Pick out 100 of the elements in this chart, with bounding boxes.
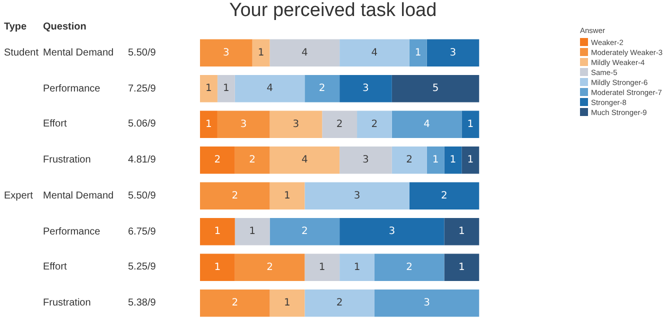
y-tick-label: Effort xyxy=(43,118,67,130)
bar xyxy=(374,290,480,317)
bar xyxy=(374,254,444,281)
bar xyxy=(340,146,392,174)
data-label: 2 xyxy=(441,190,448,202)
text: Type xyxy=(4,22,27,32)
bar xyxy=(462,110,480,138)
data-label: 1 xyxy=(458,226,465,238)
text: 6.75/9 xyxy=(128,226,156,238)
data-label: 1 xyxy=(458,262,465,273)
data-label: 1 xyxy=(318,262,326,273)
bar xyxy=(304,75,340,102)
bar xyxy=(234,146,270,174)
data-label: 3 xyxy=(424,298,430,309)
data-label: 1 xyxy=(284,190,290,202)
y-tick-label: Mental Demand xyxy=(43,190,114,202)
bar xyxy=(200,110,218,138)
data-label: 1 xyxy=(450,154,456,166)
bar xyxy=(444,218,480,246)
data-label: 1 xyxy=(354,262,360,273)
text: 5.50/9 xyxy=(128,190,156,202)
data-label: 2 xyxy=(406,262,413,273)
bar xyxy=(340,39,410,66)
y-tick-label: Frustration xyxy=(43,154,91,166)
data-label: 1 xyxy=(214,226,221,238)
bar xyxy=(304,254,340,281)
data-label: 2 xyxy=(336,298,343,309)
data-label: 2 xyxy=(336,118,343,130)
data-label: 1 xyxy=(432,154,439,166)
bar xyxy=(200,290,270,317)
bar xyxy=(234,254,305,281)
text: 5.38/9 xyxy=(128,298,156,309)
text: 5.50/9 xyxy=(128,47,156,58)
text: Expert xyxy=(4,190,33,202)
data-label: 2 xyxy=(232,298,238,309)
bar xyxy=(234,218,270,246)
data-label: 3 xyxy=(354,190,360,202)
data-label: 3 xyxy=(388,226,396,238)
bar xyxy=(200,182,270,210)
bar xyxy=(200,39,252,66)
y-tick-label: Performance xyxy=(43,226,100,238)
bar xyxy=(217,110,270,138)
bar xyxy=(270,290,305,317)
bar xyxy=(462,146,480,174)
bar xyxy=(200,75,218,102)
bar xyxy=(322,110,358,138)
bar xyxy=(392,110,462,138)
data-label: 4 xyxy=(266,83,273,94)
data-label: 5 xyxy=(432,83,439,94)
y-tick-label: Frustration xyxy=(43,298,91,309)
text: 7.25/9 xyxy=(128,83,156,94)
data-label: 2 xyxy=(266,262,273,273)
bar xyxy=(426,39,480,66)
bar xyxy=(304,290,374,317)
data-label: 4 xyxy=(301,47,308,58)
chart-title: Your perceived task load xyxy=(228,0,438,22)
data-label: 1 xyxy=(414,47,422,58)
bar xyxy=(304,182,410,210)
data-label: 2 xyxy=(232,190,238,202)
data-label: 1 xyxy=(258,47,264,58)
text: 5.25/9 xyxy=(128,262,156,273)
data-label: 2 xyxy=(318,83,326,94)
bar xyxy=(409,39,427,66)
data-label: 1 xyxy=(284,298,290,309)
bar xyxy=(357,110,392,138)
bar xyxy=(340,75,392,102)
data-label: 3 xyxy=(292,118,300,130)
data-label: 3 xyxy=(362,154,369,166)
bar xyxy=(270,110,322,138)
y-tick-label: Mental Demand xyxy=(43,47,114,58)
text: Question xyxy=(43,22,86,32)
data-label: 1 xyxy=(206,83,212,94)
data-label: 1 xyxy=(249,226,256,238)
bar xyxy=(426,146,444,174)
bar xyxy=(270,182,305,210)
bar xyxy=(252,39,270,66)
data-label: 1 xyxy=(206,118,212,130)
data-label: 1 xyxy=(214,262,221,273)
data-label: 3 xyxy=(240,118,247,130)
data-label: 4 xyxy=(301,154,308,166)
bar xyxy=(444,146,462,174)
bar xyxy=(340,218,444,246)
bar xyxy=(392,75,480,102)
text: 4.81/9 xyxy=(128,154,156,166)
text: Student xyxy=(4,47,38,58)
data-label: 2 xyxy=(371,118,378,130)
bar xyxy=(444,254,480,281)
data-label: 4 xyxy=(371,47,378,58)
y-tick-label: Performance xyxy=(43,83,100,94)
bar xyxy=(340,254,374,281)
bar xyxy=(270,218,340,246)
data-label: 2 xyxy=(301,226,308,238)
bar xyxy=(234,75,305,102)
data-label: 2 xyxy=(249,154,256,166)
data-label: 1 xyxy=(467,154,474,166)
data-label: 4 xyxy=(424,118,430,130)
bar xyxy=(200,146,235,174)
data-label: 1 xyxy=(467,118,474,130)
bar xyxy=(409,182,480,210)
y-tick-label: Effort xyxy=(43,262,67,273)
